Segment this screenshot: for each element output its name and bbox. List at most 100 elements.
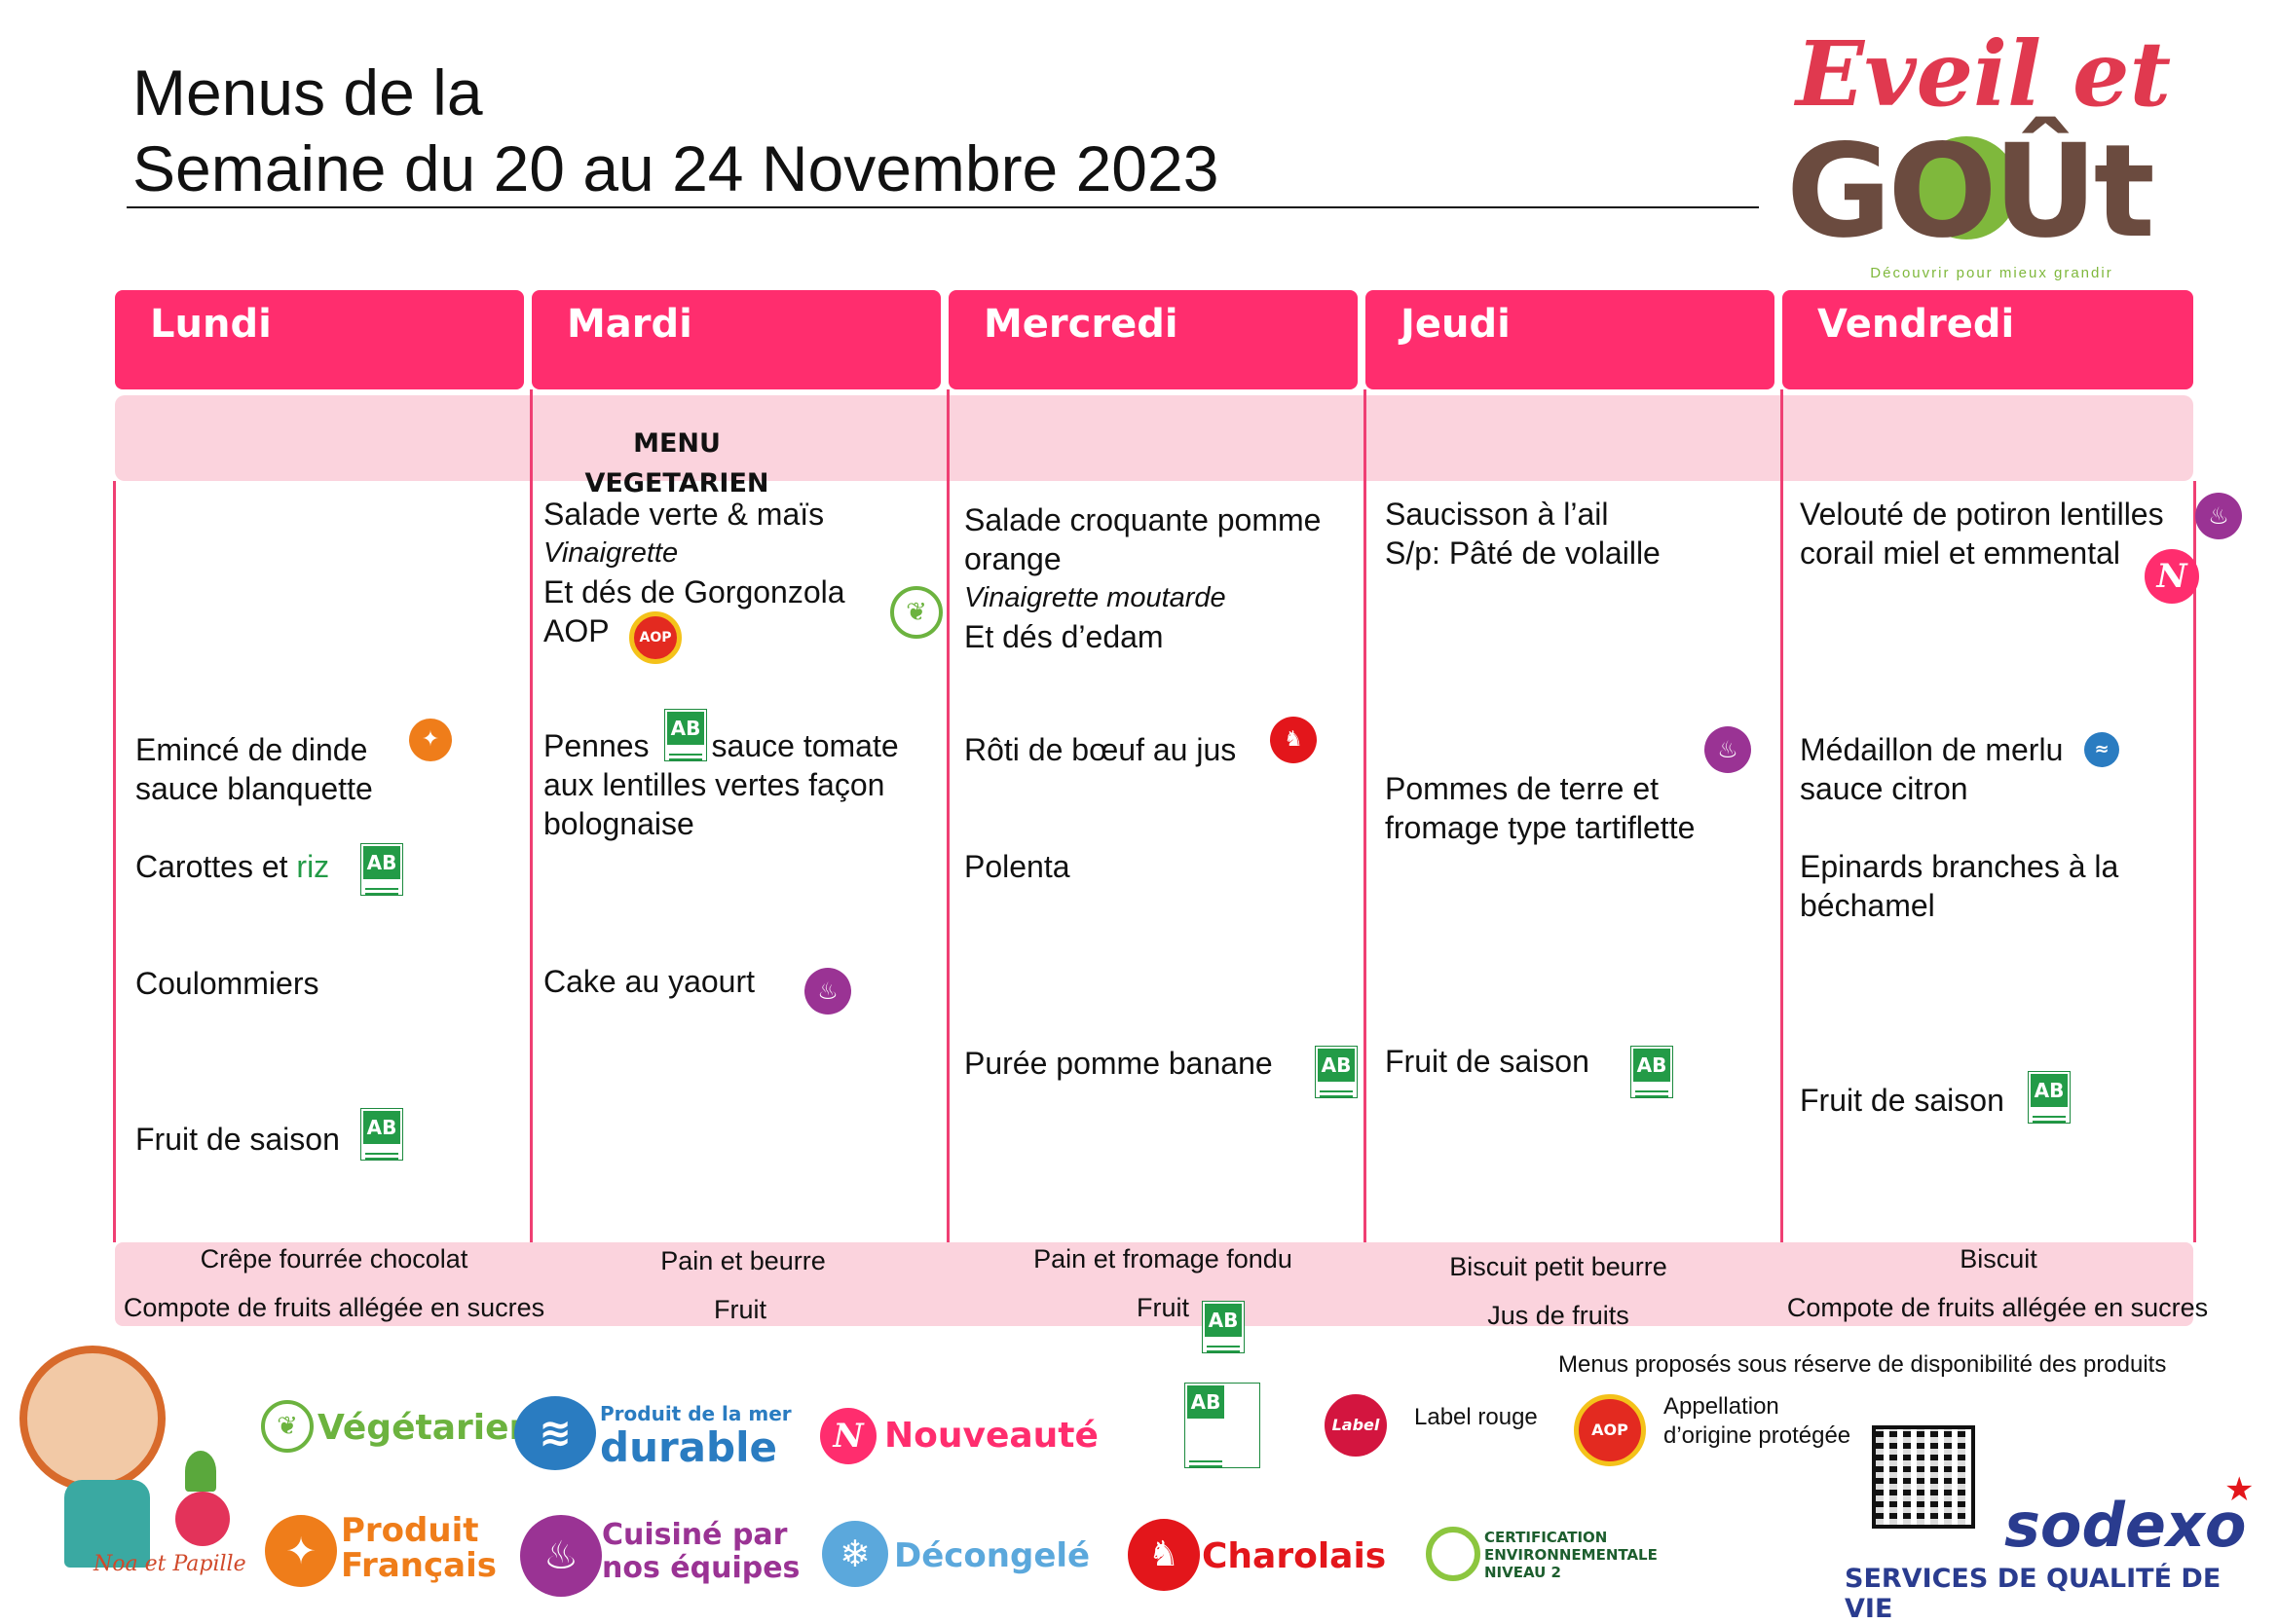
radish-leaf: [185, 1451, 216, 1492]
day-header-mardi: Mardi: [532, 290, 941, 389]
label-rouge-icon: Label: [1325, 1394, 1387, 1457]
aop-icon: AOP: [629, 611, 682, 664]
mardi-plat: Pennes sauce tomate aux lentilles vertes …: [543, 726, 899, 843]
day-header-lundi: Lundi: [115, 290, 524, 389]
dish-line: béchamel: [1800, 888, 1935, 923]
legend-aop-l2: d’origine protégée: [1663, 1422, 1851, 1449]
dish-sauce: Vinaigrette moutarde: [964, 582, 1226, 613]
logo-eveil-text: Eveil et: [1796, 21, 2172, 127]
legend-cuisine: Cuisiné par nos équipes: [602, 1519, 800, 1585]
dish-line: sauce blanquette: [135, 771, 373, 806]
column-divider: [947, 389, 950, 1326]
ab-bio-icon: [1184, 1383, 1260, 1468]
dish-line: bolognaise: [543, 806, 694, 841]
legend-aop-l1: Appellation: [1663, 1393, 1779, 1420]
mercredi-entree: Salade croquante pomme orange Vinaigrett…: [964, 500, 1321, 656]
special-band: [115, 395, 2193, 481]
legend-produit-l2: Français: [341, 1546, 497, 1585]
decongele-icon: ❄: [822, 1521, 888, 1587]
cuisine-icon: ♨: [804, 968, 851, 1015]
jeudi-plat: Pommes de terre et fromage type tartifle…: [1385, 769, 1695, 847]
certification-icon: [1426, 1527, 1480, 1581]
legend-mer-l2: durable: [600, 1423, 777, 1471]
gouter-jeudi-2: Jus de fruits: [1487, 1301, 1629, 1330]
availability-note: Menus proposés sous réserve de disponibi…: [1558, 1351, 2167, 1378]
sodexo-subtitle: SERVICES DE QUALITÉ DE VIE: [1845, 1564, 2222, 1624]
column-divider: [1780, 389, 1783, 1326]
legend-cuisine-l1: Cuisiné par: [602, 1518, 788, 1552]
legend-cert-l3: NIVEAU 2: [1484, 1564, 1561, 1581]
mascot-papille-icon: [175, 1492, 230, 1546]
gouter-lundi-1: Crêpe fourrée chocolat: [200, 1244, 468, 1273]
legend-produit-francais: Produit Français: [341, 1513, 497, 1583]
lundi-plat: Emincé de dinde sauce blanquette: [135, 730, 373, 808]
gouter-mardi-2: Fruit: [714, 1295, 766, 1324]
dish-line: fromage type tartiflette: [1385, 810, 1696, 845]
dish-line: Pommes de terre et: [1385, 771, 1659, 806]
mardi-dessert: Cake au yaourt: [543, 964, 756, 999]
column-divider: [530, 389, 533, 1326]
gouter-vendredi-2: Compote de fruits allégée en sucres: [1786, 1293, 2209, 1322]
ab-bio-icon: [1630, 1046, 1673, 1098]
dish-line: Saucisson à l’ail: [1385, 497, 1609, 532]
dish-text-bio: riz: [296, 849, 330, 884]
dish-line: Et dés de Gorgonzola: [543, 574, 845, 609]
cuisine-icon: ♨: [1704, 726, 1751, 773]
lundi-fromage: Coulommiers: [135, 966, 319, 1001]
dish-line: Médaillon de merlu: [1800, 732, 2064, 767]
day-header-jeudi: Jeudi: [1365, 290, 1774, 389]
aop-icon: AOP: [1574, 1394, 1646, 1466]
dish-line: Et dés d’edam: [964, 619, 1164, 654]
vegetarien-icon: ❦: [261, 1400, 314, 1453]
dish-line: aux lentilles vertes façon: [543, 767, 885, 802]
day-header-vendredi: Vendredi: [1782, 290, 2193, 389]
day-header-mercredi: Mercredi: [949, 290, 1358, 389]
legend-produit-l1: Produit: [341, 1511, 479, 1550]
peche-durable-icon: ≋: [514, 1396, 596, 1470]
mascot-body: [64, 1480, 150, 1568]
mardi-entree: Salade verte & maïs Vinaigrette Et dés d…: [543, 495, 845, 650]
dish-text: Pennes: [543, 728, 650, 763]
legend-cert-l2: ENVIRONNEMENTALE: [1484, 1546, 1658, 1564]
dish-line: Salade croquante pomme: [964, 502, 1322, 537]
logo-gout-text: GOÛt: [1786, 117, 2155, 267]
legend-cuisine-l2: nos équipes: [602, 1551, 801, 1585]
ab-bio-icon: [360, 1108, 403, 1161]
ab-bio-icon: [360, 843, 403, 896]
vendredi-dessert: Fruit de saison: [1800, 1083, 2004, 1118]
dish-line: AOP: [543, 613, 610, 648]
ab-bio-icon: [2028, 1071, 2071, 1124]
menu-vegetarien-label: MENU VEGETARIEN: [584, 428, 769, 498]
lundi-accompagnement: Carottes et riz: [135, 847, 329, 886]
legend-label-rouge: Label rouge: [1414, 1404, 1538, 1430]
page-title-line1: Menus de la: [132, 56, 483, 129]
dish-text: sauce tomate: [711, 728, 899, 763]
dish-line: Epinards branches à la: [1800, 849, 2119, 884]
title-underline: [127, 206, 1759, 208]
dish-line: corail miel et emmental: [1800, 535, 2120, 571]
nouveaute-icon: N: [820, 1408, 877, 1464]
legend-certification: CERTIFICATION ENVIRONNEMENTALE NIVEAU 2: [1484, 1529, 1658, 1581]
gouter-band: [115, 1242, 2193, 1326]
legend-mer-l1: Produit de la mer: [600, 1402, 792, 1425]
mascot-name: Noa et Papille: [93, 1552, 246, 1576]
jeudi-dessert: Fruit de saison: [1385, 1044, 1589, 1079]
jeudi-entree: Saucisson à l’ail S/p: Pâté de volaille: [1385, 495, 1661, 572]
lundi-dessert: Fruit de saison: [135, 1122, 340, 1157]
legend-cert-l1: CERTIFICATION: [1484, 1529, 1608, 1546]
gouter-vendredi-1: Biscuit: [1960, 1244, 2037, 1273]
legend-decongele: Décongelé: [894, 1536, 1091, 1575]
star-icon: ★: [2224, 1471, 2255, 1508]
page-title-line2: Semaine du 20 au 24 Novembre 2023: [132, 132, 1219, 204]
produit-francais-icon: ✦: [409, 719, 452, 761]
cuisine-icon: ♨: [520, 1515, 602, 1597]
peche-durable-icon: ≈: [2084, 732, 2119, 767]
mascot-noa-icon: [19, 1346, 166, 1492]
legend-aop: Appellation d’origine protégée: [1663, 1392, 1850, 1451]
mercredi-plat: Rôti de bœuf au jus: [964, 732, 1237, 767]
globe-icon: [1915, 136, 2018, 240]
vendredi-plat: Médaillon de merlu sauce citron: [1800, 730, 2063, 808]
vendredi-entree: Velouté de potiron lentilles corail miel…: [1800, 495, 2164, 572]
mercredi-dessert: Purée pomme banane: [964, 1046, 1273, 1081]
qr-code-icon[interactable]: [1872, 1425, 1975, 1529]
